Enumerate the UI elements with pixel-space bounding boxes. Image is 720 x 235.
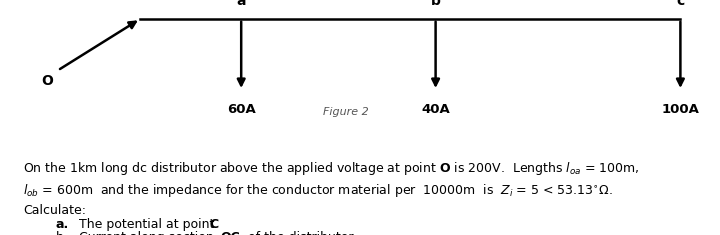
Text: a.: a. — [55, 218, 68, 231]
Text: $l_{ob}$ = 600m  and the impedance for the conductor material per  10000m  is  $: $l_{ob}$ = 600m and the impedance for th… — [23, 182, 613, 199]
Text: 40A: 40A — [421, 103, 450, 116]
Text: 100A: 100A — [662, 103, 699, 116]
Text: 60A: 60A — [227, 103, 256, 116]
Text: O: O — [41, 74, 53, 88]
Text: Figure 2: Figure 2 — [323, 106, 369, 117]
Text: Calculate:: Calculate: — [23, 204, 86, 217]
Text: The potential at point: The potential at point — [71, 218, 219, 231]
Text: of the distributor: of the distributor — [244, 231, 354, 235]
Text: c: c — [676, 0, 685, 8]
Text: Current along section: Current along section — [71, 231, 218, 235]
Text: b.: b. — [55, 231, 67, 235]
Text: OC: OC — [220, 231, 240, 235]
Text: a: a — [236, 0, 246, 8]
Text: b: b — [431, 0, 441, 8]
Text: On the 1km long dc distributor above the applied voltage at point $\mathbf{O}$ i: On the 1km long dc distributor above the… — [23, 160, 639, 177]
Text: C: C — [210, 218, 219, 231]
